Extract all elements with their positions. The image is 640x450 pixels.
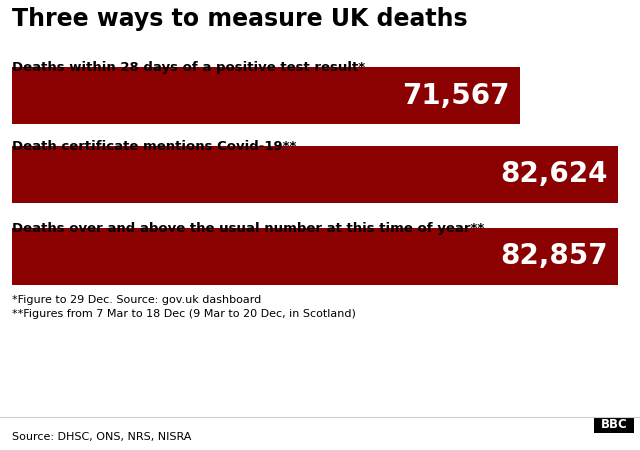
Text: 82,857: 82,857 (500, 243, 608, 270)
Text: 82,624: 82,624 (500, 161, 608, 189)
Text: 71,567: 71,567 (403, 81, 510, 109)
Text: **Figures from 7 Mar to 18 Dec (9 Mar to 20 Dec, in Scotland): **Figures from 7 Mar to 18 Dec (9 Mar to… (12, 309, 356, 319)
Text: Deaths within 28 days of a positive test result*: Deaths within 28 days of a positive test… (12, 61, 365, 74)
Text: Death certificate mentions Covid-19**: Death certificate mentions Covid-19** (12, 140, 296, 153)
FancyBboxPatch shape (12, 228, 618, 285)
FancyBboxPatch shape (12, 146, 618, 203)
FancyBboxPatch shape (594, 417, 634, 433)
Text: Three ways to measure UK deaths: Three ways to measure UK deaths (12, 7, 468, 31)
FancyBboxPatch shape (12, 67, 520, 124)
Text: *Figure to 29 Dec. Source: gov.uk dashboard: *Figure to 29 Dec. Source: gov.uk dashbo… (12, 295, 261, 305)
Text: Deaths over and above the usual number at this time of year**: Deaths over and above the usual number a… (12, 222, 484, 235)
Text: Source: DHSC, ONS, NRS, NISRA: Source: DHSC, ONS, NRS, NISRA (12, 432, 191, 442)
Text: BBC: BBC (600, 418, 627, 432)
